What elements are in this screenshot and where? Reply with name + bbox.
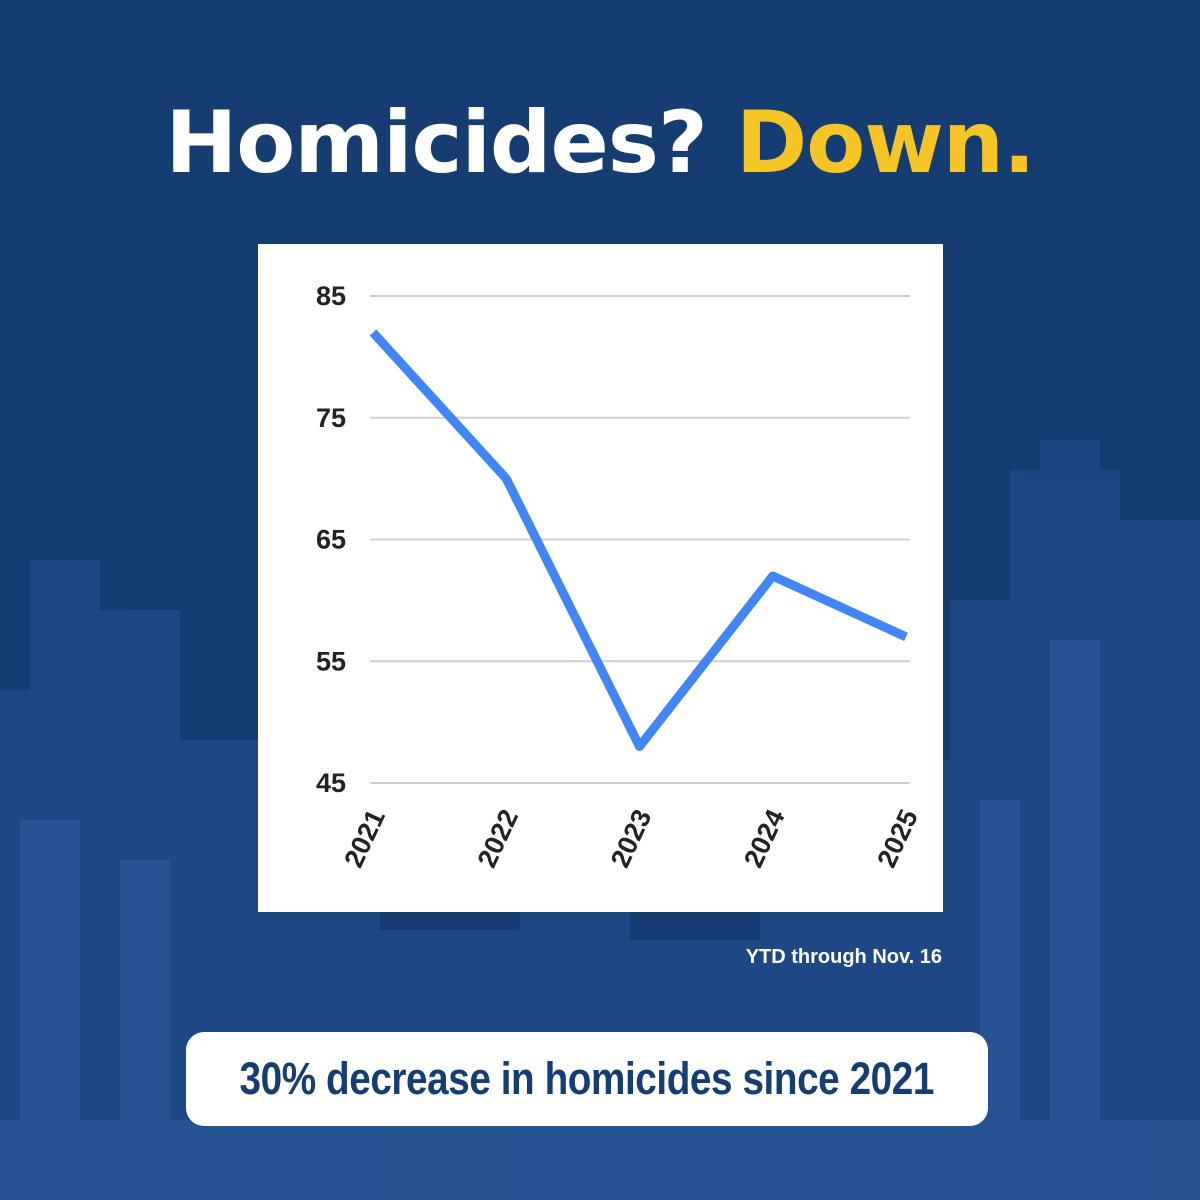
x-tick-label: 2021 [338,805,391,872]
y-axis-ticks: 45 55 65 75 85 [316,281,346,798]
x-tick-label: 2023 [605,805,658,872]
y-tick-label: 75 [316,403,346,433]
callout-box: 30% decrease in homicides since 2021 [186,1032,988,1126]
series-line-layer [369,329,908,751]
x-tick-label: 2024 [738,805,791,872]
gridlines [370,295,910,784]
headline-answer: Down. [735,93,1036,193]
headline: Homicides? Down. [0,88,1200,198]
y-tick-label: 45 [316,768,346,798]
headline-question: Homicides? [165,93,708,193]
x-tick-label: 2022 [472,805,525,872]
chart-card: 45 55 65 75 85 2021 2022 2023 2024 2025 [258,244,943,912]
x-tick-label: 2025 [871,805,924,872]
homicides-line-chart: 45 55 65 75 85 2021 2022 2023 2024 2025 [316,281,924,872]
y-tick-label: 85 [316,281,346,311]
x-axis-ticks: 2021 2022 2023 2024 2025 [338,805,924,872]
y-tick-label: 55 [316,646,346,676]
y-tick-label: 65 [316,525,346,555]
callout-text: 30% decrease in homicides since 2021 [239,1053,935,1104]
footnote: YTD through Nov. 16 [745,946,942,968]
